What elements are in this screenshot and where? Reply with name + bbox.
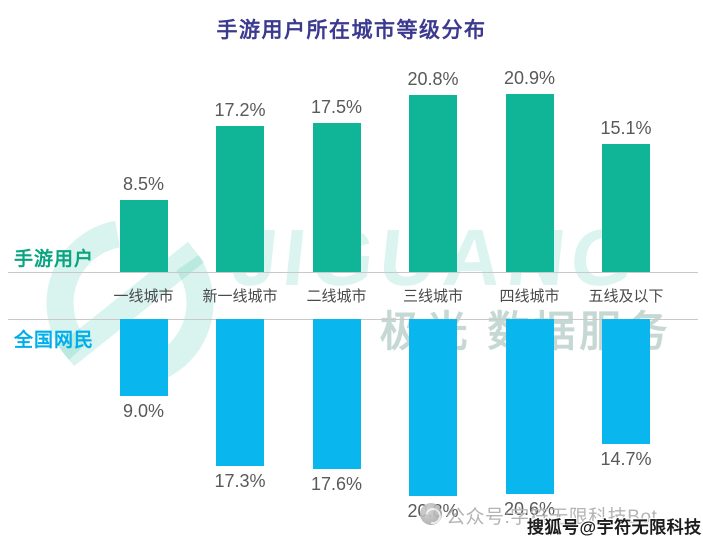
value-label-national-netizens: 14.7% xyxy=(600,448,652,469)
chart-title: 手游用户所在城市等级分布 xyxy=(216,19,487,42)
value-label-national-netizens: 17.3% xyxy=(214,471,266,492)
value-label-mobile-users: 20.9% xyxy=(503,68,556,89)
bar-national-netizens xyxy=(119,319,168,396)
category-label: 四线城市 xyxy=(499,288,560,305)
category-label: 新一线城市 xyxy=(202,288,278,305)
bar-mobile-users xyxy=(409,95,457,272)
value-label-mobile-users: 8.5% xyxy=(122,173,165,194)
value-label-mobile-users: 17.5% xyxy=(310,97,363,118)
bar-national-netizens xyxy=(505,319,554,495)
category-label: 五线及以下 xyxy=(588,288,664,305)
value-label-national-netizens: 17.6% xyxy=(310,473,363,494)
value-label-national-netizens: 9.0% xyxy=(122,400,165,421)
bar-mobile-users xyxy=(505,94,554,272)
bar-mobile-users xyxy=(602,143,650,272)
bar-national-netizens xyxy=(602,319,650,444)
value-label-mobile-users: 20.8% xyxy=(407,69,459,90)
upper-baseline xyxy=(8,272,698,273)
category-label: 二线城市 xyxy=(306,288,367,305)
sohu-account-watermark: 搜狐号@宇符无限科技 xyxy=(527,518,702,537)
bar-mobile-users xyxy=(119,199,168,272)
value-label-mobile-users: 15.1% xyxy=(600,117,652,138)
bar-mobile-users xyxy=(216,125,264,272)
series-label-mobile-users: 手游用户 xyxy=(14,249,95,270)
value-label-mobile-users: 17.2% xyxy=(214,99,266,120)
value-label-national-netizens: 20.6% xyxy=(503,499,556,520)
category-label: 一线城市 xyxy=(113,288,174,305)
bar-national-netizens xyxy=(216,319,264,467)
category-label: 三线城市 xyxy=(402,288,463,305)
watermark-logo-icon xyxy=(420,503,442,525)
bar-national-netizens xyxy=(409,319,457,496)
wechat-account-watermark: 公众号:字符无限科技Bot. xyxy=(446,507,664,528)
series-label-national-netizens: 全国网民 xyxy=(14,330,95,351)
bar-national-netizens xyxy=(312,319,361,469)
bar-mobile-users xyxy=(312,123,361,272)
